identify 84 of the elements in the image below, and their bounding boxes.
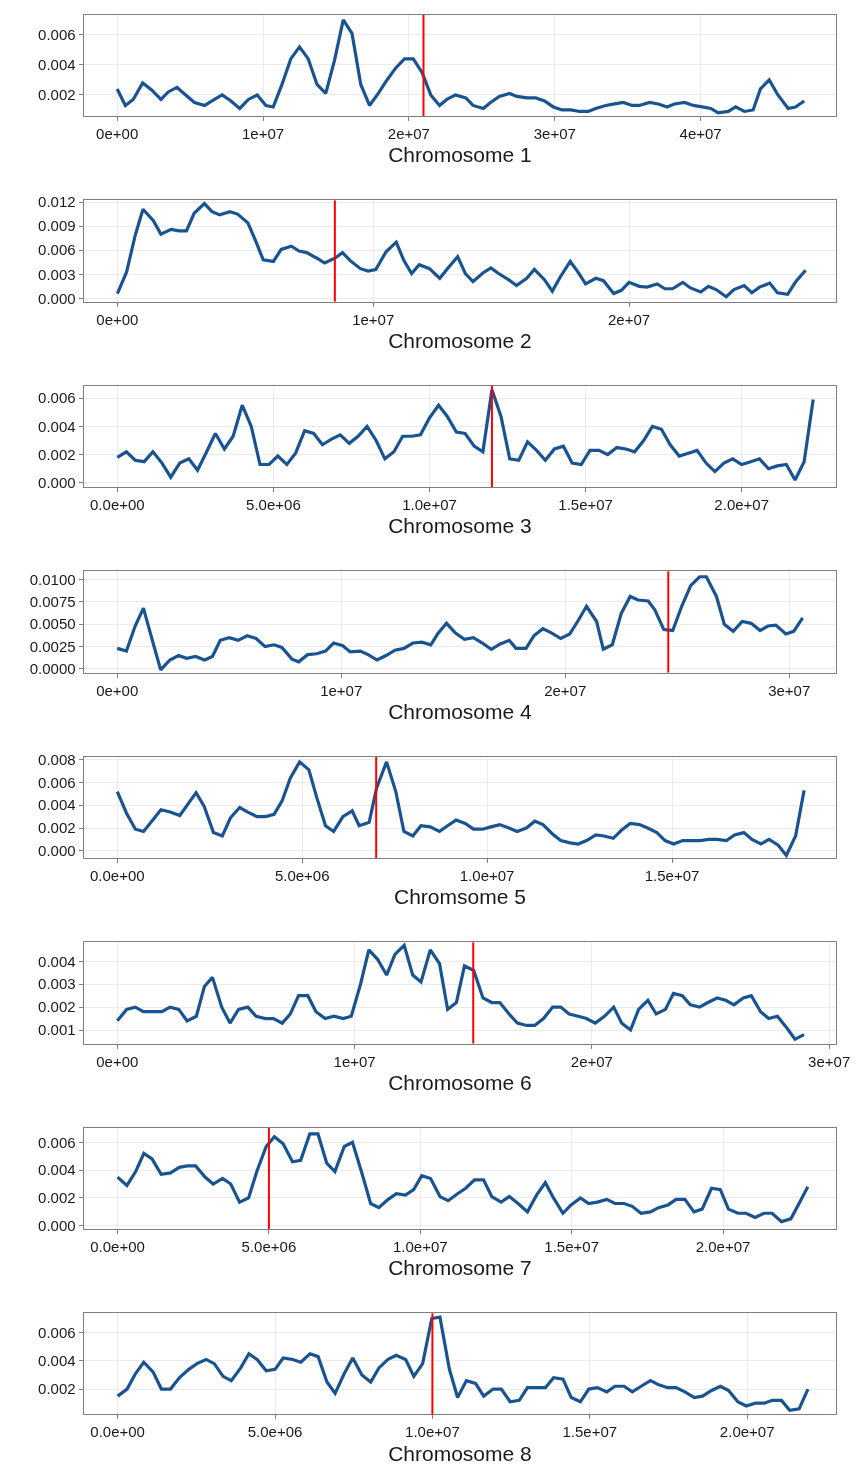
y-tick-label: 0.012 [38,193,76,211]
x-tick-label: 0e+00 [96,310,139,328]
y-tick-label: 0.006 [38,1133,76,1151]
y-tick-label: 0.003 [38,975,76,993]
y-tick-label: 0.004 [38,1161,76,1179]
line-series [115,202,808,299]
y-tick-label: 0.002 [38,819,76,837]
x-tick-label: 0.0e+00 [90,1237,145,1255]
y-tick-label: 0.004 [38,796,76,814]
y-tick-label: 0.001 [38,1021,76,1039]
x-tick-label: 1e+07 [333,1052,376,1070]
y-tick-label: 0.0100 [29,570,76,588]
y-tick-label: 0.002 [38,1189,76,1207]
x-tick-label: 2e+07 [544,681,587,699]
y-tick-label: 0.0075 [29,593,76,611]
line-series [115,18,806,115]
x-tick-label: 1.0e+07 [459,867,515,885]
x-axis-title: Chromsome 5 [394,885,526,909]
y-tick-label: 0.008 [38,750,76,768]
y-tick-label: 0.0050 [29,615,76,633]
line-series [115,1132,810,1224]
x-tick-label: 0.0e+00 [90,1423,145,1441]
x-tick-label: 0.0e+00 [89,867,145,885]
y-tick-label: 0.002 [38,1380,76,1398]
y-tick-label: 0.002 [38,445,76,463]
x-tick-label: 0e+00 [96,681,139,699]
line-series [115,943,806,1041]
x-tick-label: 0e+00 [96,1052,139,1070]
x-tick-label: 2.0e+07 [695,1237,751,1255]
x-tick-label: 1.0e+07 [392,1237,448,1255]
y-tick-label: 0.000 [38,1217,76,1235]
y-tick-label: 0.002 [38,86,76,104]
line-series [116,1315,810,1412]
y-tick-label: 0.0025 [29,637,76,655]
x-tick-label: 1e+07 [352,310,395,328]
x-tick-label: 4e+07 [679,125,722,143]
x-tick-label: 5.0e+06 [241,1237,297,1255]
x-tick-label: 2.0e+07 [714,496,770,514]
x-tick-label: 2e+07 [570,1052,613,1070]
x-axis-title: Chromosome 4 [388,699,533,723]
x-tick-label: 2e+07 [387,125,430,143]
x-tick-label: 5.0e+06 [246,496,301,514]
x-tick-label: 1e+07 [241,125,285,143]
x-tick-label: 0e+00 [96,125,139,143]
x-tick-label: 3e+07 [768,681,811,699]
x-tick-label: 1e+07 [320,681,363,699]
y-tick-label: 0.000 [38,474,76,492]
x-tick-label: 2e+07 [607,310,651,328]
y-tick-label: 0.004 [38,1352,76,1370]
y-tick-label: 0.000 [38,842,76,860]
y-tick-label: 0.003 [38,265,76,283]
x-tick-label: 1.5e+07 [558,496,613,514]
line-series [115,388,815,482]
line-series [115,575,805,672]
x-tick-label: 1.5e+07 [562,1423,618,1441]
y-tick-label: 0.000 [38,289,76,307]
y-tick-label: 0.0000 [29,660,76,678]
x-tick-label: 2.0e+07 [719,1423,775,1441]
y-tick-label: 0.004 [38,56,76,74]
x-axis-title: Chromosome 8 [388,1441,532,1465]
y-tick-label: 0.006 [38,773,76,791]
x-tick-label: 1.5e+07 [544,1237,599,1255]
x-tick-label: 5.0e+06 [274,867,330,885]
x-axis-title: Chromosome 7 [388,1256,532,1280]
x-tick-label: 5.0e+06 [247,1423,303,1441]
x-axis-title: Chromosome 6 [388,1070,532,1094]
x-tick-label: 1.0e+07 [402,496,457,514]
y-tick-label: 0.006 [38,241,76,259]
y-tick-label: 0.006 [38,1323,76,1341]
y-tick-label: 0.004 [38,952,76,970]
x-tick-label: 1.5e+07 [644,867,700,885]
y-tick-label: 0.006 [38,389,76,407]
x-tick-label: 3e+07 [808,1052,851,1070]
x-axis-title: Chromosome 2 [388,328,532,352]
x-tick-label: 0.0e+00 [90,496,145,514]
x-axis-title: Chromosome 1 [388,143,532,167]
x-tick-label: 1.0e+07 [405,1423,460,1441]
line-series [115,760,806,858]
x-axis-title: Chromosome 3 [388,514,532,538]
y-tick-label: 0.009 [38,217,76,235]
y-tick-label: 0.006 [38,26,76,44]
y-tick-label: 0.004 [38,417,76,435]
y-tick-label: 0.002 [38,998,76,1016]
x-tick-label: 3e+07 [533,125,576,143]
